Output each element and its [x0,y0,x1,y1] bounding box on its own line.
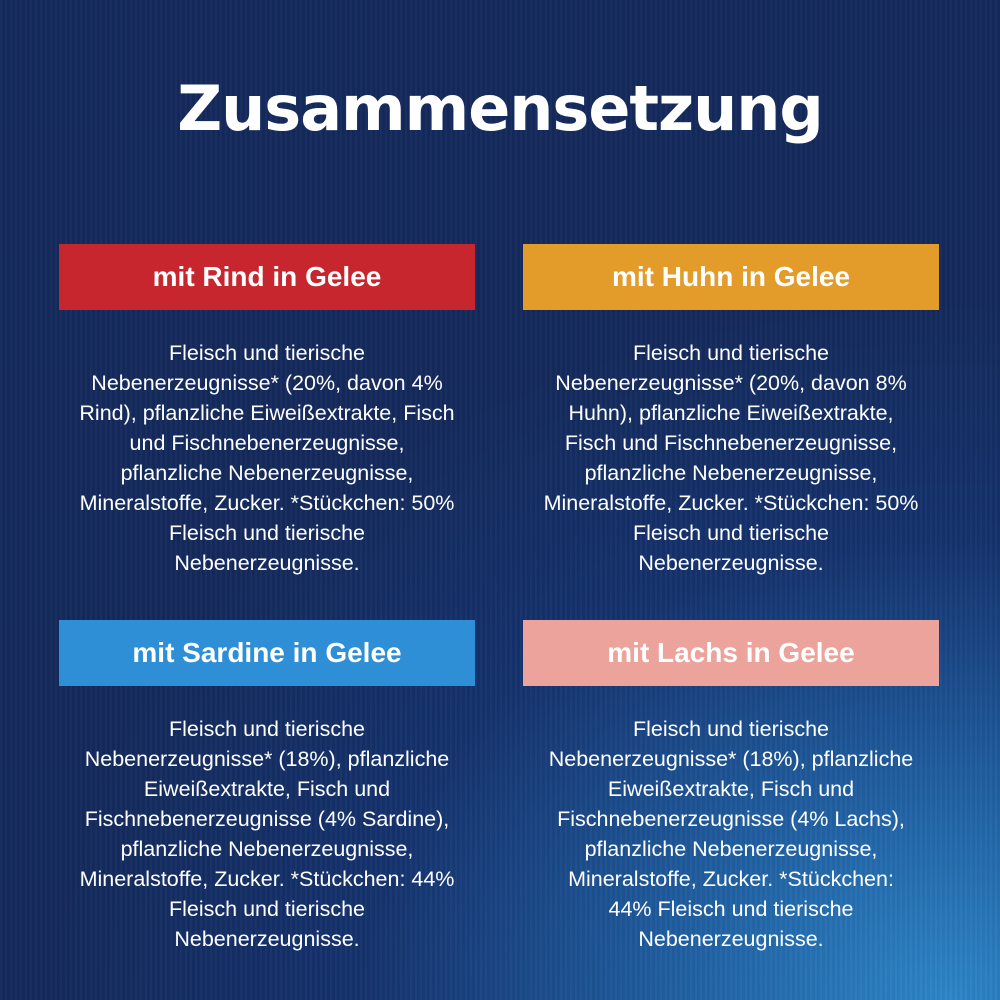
variety-header: mit Lachs in Gelee [523,620,939,686]
variety-card-lachs: mit Lachs in Gelee Fleisch und tierische N… [523,620,939,954]
ingredients-line: Nebenerzeugnisse* (20%, davon 8% [555,371,907,395]
ingredients-line: Rind), pflanzliche Eiweißextrakte, Fisch [79,401,455,425]
variety-header: mit Sardine in Gelee [59,620,475,686]
ingredients-line: Fleisch und tierische [633,341,829,365]
ingredients-line: Mineralstoffe, Zucker. *Stückchen: 50% [543,491,919,515]
ingredients-line: 44% Fleisch und tierische [608,897,854,921]
ingredients-text: Fleisch und tierische Nebenerzeugnisse* (… [59,338,475,578]
ingredients-line: Eiweißextrakte, Fisch und [607,777,855,801]
variety-header: mit Huhn in Gelee [523,244,939,310]
variety-header: mit Rind in Gelee [59,244,475,310]
ingredients-line: Huhn), pflanzliche Eiweißextrakte, [568,401,894,425]
ingredients-text: Fleisch und tierische Nebenerzeugnisse* (… [523,714,939,954]
ingredients-line: Fleisch und tierische [169,521,365,545]
ingredients-line: Nebenerzeugnisse. [174,927,360,951]
page-title: Zusammensetzung [177,72,824,145]
ingredients-line: pflanzliche Nebenerzeugnisse, [120,837,414,861]
ingredients-line: pflanzliche Nebenerzeugnisse, [584,837,878,861]
ingredients-text: Fleisch und tierische Nebenerzeugnisse* (… [59,714,475,954]
variety-card-sardine: mit Sardine in Gelee Fleisch und tierisch… [59,620,475,954]
ingredients-text: Fleisch und tierische Nebenerzeugnisse* (… [523,338,939,578]
ingredients-line: Fischnebenerzeugnisse (4% Sardine), [84,807,450,831]
ingredients-line: Fleisch und tierische [169,717,365,741]
ingredients-line: Nebenerzeugnisse. [174,551,360,575]
ingredients-line: Fisch und Fischnebenerzeugnisse, [564,431,898,455]
ingredients-line: Fleisch und tierische [169,897,365,921]
ingredients-line: Nebenerzeugnisse* (18%), pflanzliche [84,747,450,771]
ingredients-line: Nebenerzeugnisse* (18%), pflanzliche [548,747,914,771]
ingredients-line: Fleisch und tierische [633,521,829,545]
ingredients-line: Mineralstoffe, Zucker. *Stückchen: 44% [79,867,455,891]
ingredients-line: Eiweißextrakte, Fisch und [143,777,391,801]
ingredients-line: Mineralstoffe, Zucker. *Stückchen: [568,867,894,891]
ingredients-line: Fleisch und tierische [169,341,365,365]
variety-card-rind: mit Rind in Gelee Fleisch und tierische Ne… [59,244,475,578]
ingredients-line: Fischnebenerzeugnisse (4% Lachs), [557,807,905,831]
ingredients-line: Nebenerzeugnisse. [638,551,824,575]
variety-card-huhn: mit Huhn in Gelee Fleisch und tierische Ne… [523,244,939,578]
ingredients-line: und Fischnebenerzeugnisse, [129,431,405,455]
ingredients-line: Fleisch und tierische [633,717,829,741]
ingredients-line: Nebenerzeugnisse. [638,927,824,951]
ingredients-line: Mineralstoffe, Zucker. *Stückchen: 50% [79,491,455,515]
ingredients-line: pflanzliche Nebenerzeugnisse, [584,461,878,485]
ingredients-line: pflanzliche Nebenerzeugnisse, [120,461,414,485]
ingredients-line: Nebenerzeugnisse* (20%, davon 4% [91,371,443,395]
